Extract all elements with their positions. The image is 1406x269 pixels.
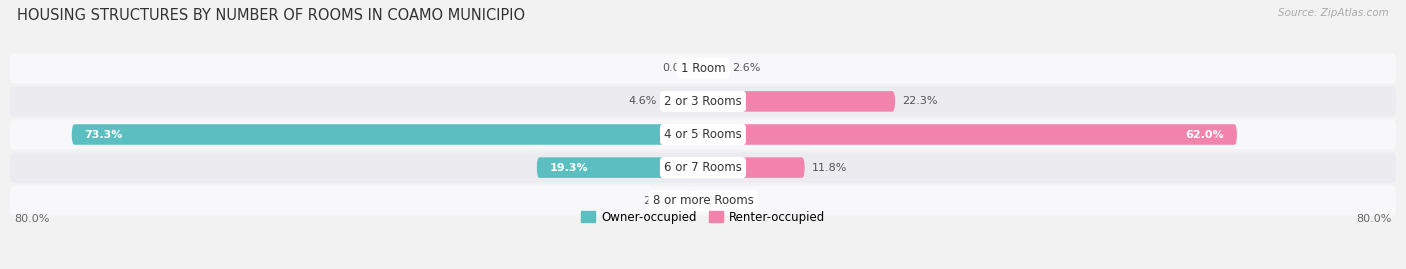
- Text: 2.8%: 2.8%: [644, 196, 672, 206]
- Text: 4 or 5 Rooms: 4 or 5 Rooms: [664, 128, 742, 141]
- FancyBboxPatch shape: [664, 91, 703, 112]
- FancyBboxPatch shape: [703, 91, 896, 112]
- Text: 19.3%: 19.3%: [550, 162, 588, 173]
- Text: 73.3%: 73.3%: [84, 129, 124, 140]
- Text: 80.0%: 80.0%: [14, 214, 49, 224]
- Text: 22.3%: 22.3%: [901, 96, 938, 107]
- FancyBboxPatch shape: [703, 58, 725, 79]
- Text: 62.0%: 62.0%: [1185, 129, 1225, 140]
- Text: 8 or more Rooms: 8 or more Rooms: [652, 194, 754, 207]
- FancyBboxPatch shape: [10, 53, 1396, 83]
- Text: 0.0%: 0.0%: [662, 63, 690, 73]
- FancyBboxPatch shape: [10, 87, 1396, 116]
- FancyBboxPatch shape: [703, 190, 713, 211]
- Text: 2 or 3 Rooms: 2 or 3 Rooms: [664, 95, 742, 108]
- Text: 2.6%: 2.6%: [733, 63, 761, 73]
- FancyBboxPatch shape: [679, 190, 703, 211]
- FancyBboxPatch shape: [72, 124, 703, 145]
- Text: 1 Room: 1 Room: [681, 62, 725, 75]
- Text: Source: ZipAtlas.com: Source: ZipAtlas.com: [1278, 8, 1389, 18]
- FancyBboxPatch shape: [10, 120, 1396, 149]
- FancyBboxPatch shape: [703, 124, 1237, 145]
- FancyBboxPatch shape: [10, 153, 1396, 182]
- FancyBboxPatch shape: [10, 186, 1396, 216]
- Text: 6 or 7 Rooms: 6 or 7 Rooms: [664, 161, 742, 174]
- Text: 1.2%: 1.2%: [720, 196, 748, 206]
- Text: 4.6%: 4.6%: [628, 96, 657, 107]
- Text: 80.0%: 80.0%: [1357, 214, 1392, 224]
- FancyBboxPatch shape: [703, 157, 804, 178]
- Legend: Owner-occupied, Renter-occupied: Owner-occupied, Renter-occupied: [576, 206, 830, 228]
- Text: 11.8%: 11.8%: [811, 162, 846, 173]
- FancyBboxPatch shape: [537, 157, 703, 178]
- Text: HOUSING STRUCTURES BY NUMBER OF ROOMS IN COAMO MUNICIPIO: HOUSING STRUCTURES BY NUMBER OF ROOMS IN…: [17, 8, 524, 23]
